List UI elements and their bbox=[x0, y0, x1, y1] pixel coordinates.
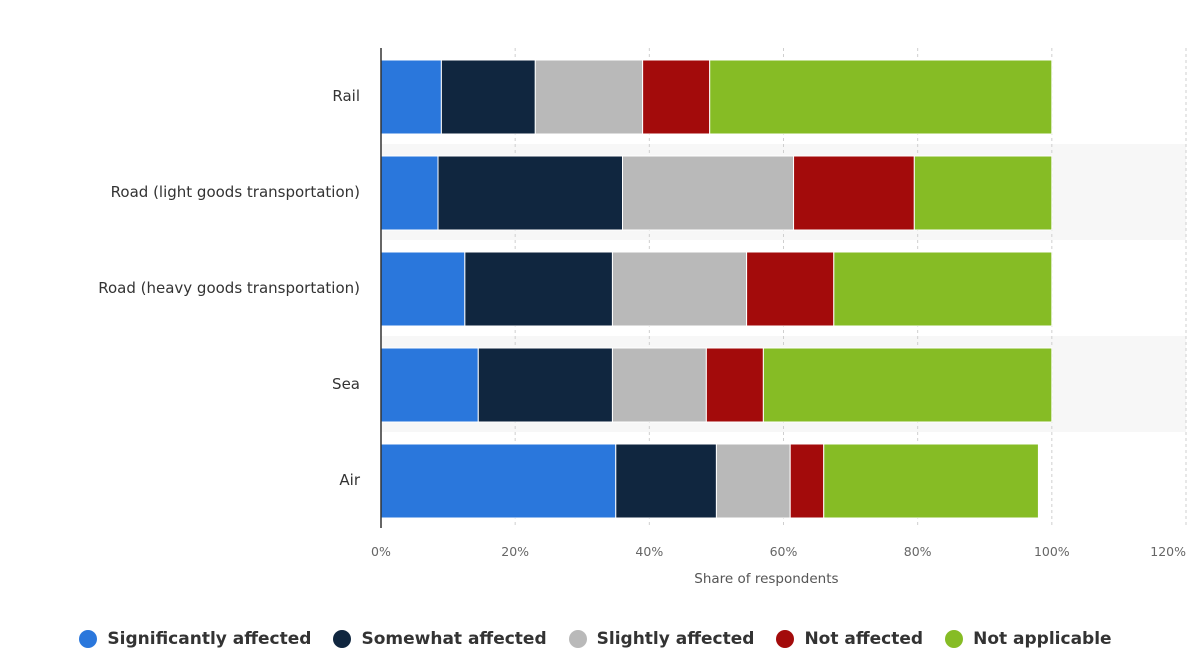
bar-segment[interactable] bbox=[705, 347, 764, 423]
bar-segment[interactable] bbox=[762, 347, 1053, 423]
x-tick-label: 120% bbox=[1150, 544, 1186, 559]
bar-segment[interactable] bbox=[440, 59, 536, 135]
bar-segment[interactable] bbox=[913, 155, 1053, 231]
bar-segment[interactable] bbox=[611, 347, 707, 423]
legend-label: Somewhat affected bbox=[361, 629, 547, 649]
bar-segment[interactable] bbox=[793, 155, 915, 231]
bar-segment[interactable] bbox=[380, 443, 617, 519]
bar-segment[interactable] bbox=[789, 443, 825, 519]
bar-segment[interactable] bbox=[437, 155, 624, 231]
tick-labels: 0% 20% 40% 60% 80% 100% 120% bbox=[371, 544, 1186, 559]
x-tick-label: 20% bbox=[501, 544, 529, 559]
bar-segment[interactable] bbox=[709, 59, 1053, 135]
bar-segment[interactable] bbox=[615, 443, 717, 519]
bar-segment[interactable] bbox=[642, 59, 711, 135]
stacked-bar-chart: Rail Road (light goods transportation) Roa… bbox=[98, 48, 1187, 587]
x-tick-label: 100% bbox=[1034, 544, 1070, 559]
x-tick-label: 40% bbox=[635, 544, 663, 559]
bar-segment[interactable] bbox=[823, 443, 1039, 519]
bar-segment[interactable] bbox=[715, 443, 791, 519]
legend-swatch bbox=[79, 630, 98, 648]
bar-segment[interactable] bbox=[477, 347, 613, 423]
category-label: Road (heavy goods transportation) bbox=[98, 279, 360, 297]
bar-segment[interactable] bbox=[611, 251, 748, 327]
bar-segment[interactable] bbox=[380, 59, 442, 135]
legend: Significantly affected Somewhat affected S… bbox=[0, 622, 1191, 656]
legend-item[interactable]: Not applicable bbox=[945, 629, 1112, 649]
bar-segment[interactable] bbox=[746, 251, 835, 327]
x-axis-title: Share of respondents bbox=[694, 571, 838, 587]
category-label: Road (light goods transportation) bbox=[111, 183, 360, 201]
bars bbox=[380, 59, 1053, 519]
legend-swatch bbox=[333, 630, 352, 648]
bar-segment[interactable] bbox=[622, 155, 795, 231]
category-label: Sea bbox=[332, 375, 360, 393]
category-label: Air bbox=[339, 471, 360, 489]
legend-item[interactable]: Slightly affected bbox=[568, 629, 755, 649]
x-tick-label: 60% bbox=[770, 544, 798, 559]
bar-segment[interactable] bbox=[464, 251, 613, 327]
x-tick-label: 80% bbox=[904, 544, 932, 559]
chart-area: Rail Road (light goods transportation) Roa… bbox=[98, 48, 1187, 587]
legend-swatch bbox=[945, 630, 964, 648]
category-label: Rail bbox=[332, 87, 360, 105]
legend-item[interactable]: Not affected bbox=[776, 629, 923, 649]
legend-item[interactable]: Somewhat affected bbox=[333, 629, 547, 649]
legend-label: Significantly affected bbox=[107, 629, 312, 649]
legend-swatch bbox=[568, 630, 587, 648]
bar-segment[interactable] bbox=[534, 59, 644, 135]
legend-label: Not applicable bbox=[973, 629, 1112, 649]
bar-segment[interactable] bbox=[833, 251, 1053, 327]
x-tick-label: 0% bbox=[371, 544, 391, 559]
legend-label: Slightly affected bbox=[596, 629, 755, 649]
bar-segment[interactable] bbox=[380, 251, 466, 327]
legend-swatch bbox=[776, 630, 795, 648]
bar-segment[interactable] bbox=[380, 347, 479, 423]
legend-label: Not affected bbox=[804, 629, 924, 649]
bar-segment[interactable] bbox=[380, 155, 439, 231]
legend-item[interactable]: Significantly affected bbox=[79, 629, 311, 649]
category-labels: Rail Road (light goods transportation) Roa… bbox=[98, 87, 361, 489]
